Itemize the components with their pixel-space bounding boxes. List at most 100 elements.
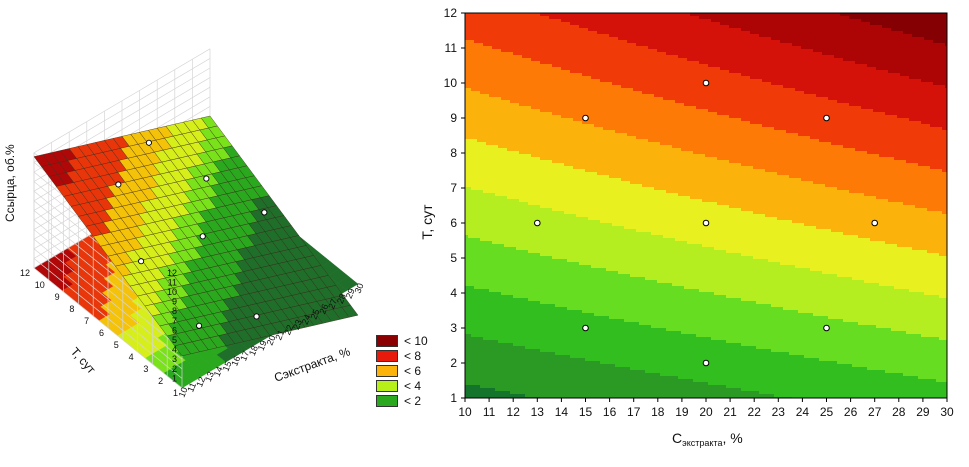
contour-cell bbox=[534, 388, 538, 392]
contour-cell bbox=[477, 175, 481, 179]
contour-cell bbox=[537, 34, 541, 38]
contour-cell bbox=[516, 223, 520, 227]
contour-cell bbox=[528, 205, 532, 209]
contour-cell bbox=[486, 274, 490, 278]
contour-cell bbox=[468, 301, 472, 305]
contour-cell bbox=[522, 361, 526, 365]
contour-cell bbox=[507, 247, 511, 251]
contour-cell bbox=[468, 217, 472, 221]
contour-cell bbox=[501, 61, 505, 65]
contour-cell bbox=[468, 223, 472, 227]
contour-cell bbox=[468, 280, 472, 284]
contour-cell bbox=[510, 85, 514, 89]
contour-cell bbox=[477, 169, 481, 173]
contour-cell bbox=[501, 88, 505, 92]
contour-cell bbox=[525, 235, 529, 239]
contour-cell bbox=[483, 388, 487, 392]
contour-cell bbox=[504, 49, 508, 53]
contour-cell bbox=[549, 103, 553, 107]
contour-cell bbox=[489, 55, 493, 59]
contour-cell bbox=[561, 16, 565, 20]
contour-cell bbox=[546, 67, 550, 71]
contour-cell bbox=[465, 295, 469, 299]
contour-cell bbox=[492, 67, 496, 71]
contour-cell bbox=[510, 121, 514, 125]
contour-cell bbox=[528, 37, 532, 41]
contour-cell bbox=[483, 202, 487, 206]
contour-cell bbox=[546, 202, 550, 206]
contour-cell bbox=[474, 67, 478, 71]
surface-data-point bbox=[138, 258, 145, 265]
contour-cell bbox=[513, 22, 517, 26]
contour-cell bbox=[534, 76, 538, 80]
contour-cell bbox=[492, 229, 496, 233]
contour-cell bbox=[504, 334, 508, 338]
contour-cell bbox=[483, 16, 487, 20]
contour-cell bbox=[465, 250, 469, 254]
contour-cell bbox=[528, 313, 532, 317]
contour-cell bbox=[468, 94, 472, 98]
contour-cell bbox=[483, 325, 487, 329]
contour-cell bbox=[492, 64, 496, 68]
contour-cell bbox=[471, 352, 475, 356]
contour-cell bbox=[528, 301, 532, 305]
contour-cell bbox=[504, 61, 508, 65]
contour-cell bbox=[525, 208, 529, 212]
contour-cell bbox=[552, 151, 556, 155]
contour-cell bbox=[489, 385, 493, 389]
contour-cell bbox=[522, 190, 526, 194]
contour-cell bbox=[528, 217, 532, 221]
contour-cell bbox=[525, 217, 529, 221]
contour-cell bbox=[501, 319, 505, 323]
contour-cell bbox=[555, 85, 559, 89]
contour-cell bbox=[471, 286, 475, 290]
contour-cell bbox=[474, 367, 478, 371]
contour-cell bbox=[468, 238, 472, 242]
contour-cell bbox=[504, 208, 508, 212]
contour-cell bbox=[507, 376, 511, 380]
contour-cell bbox=[561, 220, 565, 224]
contour-cell bbox=[486, 181, 490, 185]
contour-cell bbox=[525, 163, 529, 167]
contour-cell bbox=[546, 304, 550, 308]
contour-cell bbox=[477, 316, 481, 320]
contour-cell bbox=[468, 256, 472, 260]
contour-cell bbox=[525, 346, 529, 350]
contour-cell bbox=[522, 280, 526, 284]
contour-cell bbox=[483, 217, 487, 221]
contour-cell bbox=[546, 247, 550, 251]
contour-cell bbox=[498, 34, 502, 38]
contour-cell bbox=[540, 391, 544, 395]
contour-cell bbox=[516, 13, 520, 17]
contour-cell bbox=[558, 385, 562, 389]
contour-cell bbox=[501, 250, 505, 254]
contour-cell bbox=[501, 76, 505, 80]
contour-cell bbox=[558, 343, 562, 347]
contour-cell bbox=[561, 307, 565, 311]
contour-cell bbox=[474, 172, 478, 176]
contour-cell bbox=[537, 250, 541, 254]
contour-cell bbox=[504, 214, 508, 218]
contour-cell bbox=[519, 148, 523, 152]
contour-cell bbox=[513, 130, 517, 134]
contour-cell bbox=[495, 94, 499, 98]
contour-cell bbox=[474, 235, 478, 239]
contour-cell bbox=[549, 259, 553, 263]
contour-cell bbox=[558, 292, 562, 296]
contour-cell bbox=[546, 262, 550, 266]
contour-cell bbox=[507, 124, 511, 128]
contour-cell bbox=[492, 127, 496, 131]
contour-cell bbox=[489, 322, 493, 326]
contour-cell bbox=[480, 259, 484, 263]
surface-x-tick-label: 21 bbox=[273, 329, 286, 342]
contour-cell bbox=[501, 52, 505, 56]
contour-cell bbox=[504, 37, 508, 41]
contour-cell bbox=[498, 118, 502, 122]
contour-cell bbox=[492, 238, 496, 242]
contour-cell bbox=[561, 67, 565, 71]
contour-cell bbox=[516, 376, 520, 380]
contour-cell bbox=[477, 196, 481, 200]
contour-cell bbox=[531, 22, 535, 26]
contour-cell bbox=[516, 97, 520, 101]
contour-cell bbox=[531, 160, 535, 164]
